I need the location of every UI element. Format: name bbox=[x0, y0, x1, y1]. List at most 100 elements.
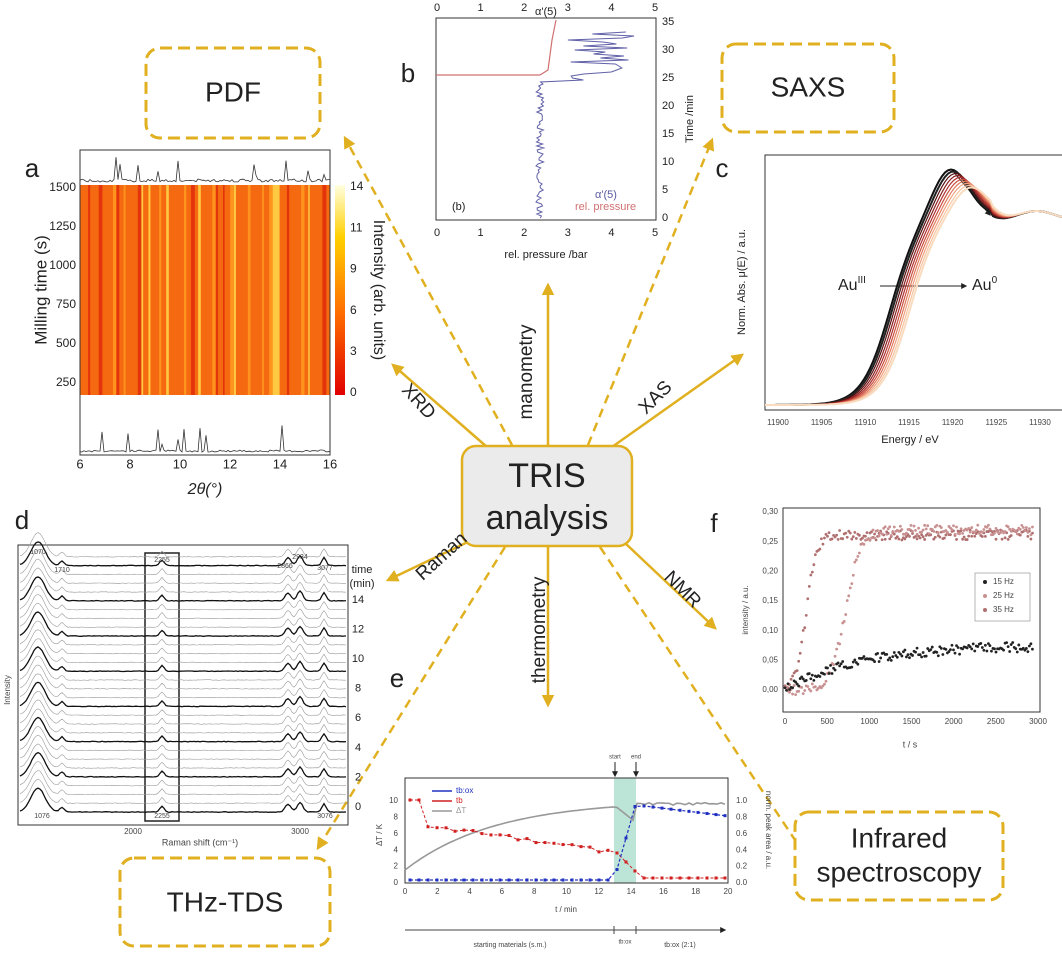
tick-label: 250 bbox=[56, 375, 76, 389]
heatmap-stripe bbox=[247, 185, 251, 395]
intensity-point bbox=[791, 674, 794, 678]
intensity-point bbox=[953, 532, 957, 536]
intensity-point bbox=[1009, 534, 1013, 537]
tick-label: 11 bbox=[350, 220, 363, 234]
dashed-arrow bbox=[343, 135, 514, 446]
intensity-point bbox=[1023, 529, 1027, 532]
intensity-point bbox=[854, 558, 858, 562]
raman-spectrum bbox=[19, 585, 347, 611]
intensity-point bbox=[921, 528, 925, 532]
intensity-point bbox=[892, 651, 896, 654]
axis-label: 2θ(°) bbox=[187, 481, 223, 498]
tbox-point bbox=[597, 878, 601, 882]
axis-label: Time /min bbox=[684, 95, 696, 143]
panel-letter: c bbox=[716, 153, 729, 183]
tick-label: 4 bbox=[608, 227, 614, 239]
tbox-point bbox=[408, 878, 412, 882]
intensity-point bbox=[914, 534, 917, 538]
intensity-point bbox=[801, 677, 805, 681]
intensity-point bbox=[1008, 650, 1012, 653]
intensity-point bbox=[853, 658, 857, 662]
intensity-point bbox=[900, 654, 904, 658]
intensity-point bbox=[958, 532, 961, 536]
tick-label: 3 bbox=[350, 344, 357, 358]
tbox-point bbox=[435, 878, 439, 882]
heatmap-stripe bbox=[269, 185, 273, 395]
intensity-point bbox=[947, 650, 951, 653]
raman-spectrum bbox=[19, 673, 347, 699]
intensity-point bbox=[824, 532, 828, 536]
intensity-point bbox=[1029, 642, 1033, 646]
frame bbox=[764, 154, 1062, 411]
intensity-point bbox=[868, 538, 872, 542]
tick-label: 0,20 bbox=[762, 566, 778, 575]
raman-spectrum bbox=[19, 629, 347, 655]
intensity-point bbox=[1026, 534, 1030, 538]
tick-label: 4 bbox=[394, 845, 399, 854]
tb-point bbox=[417, 798, 421, 802]
intensity-point bbox=[807, 672, 811, 675]
intensity-point bbox=[830, 537, 834, 541]
intensity-point bbox=[801, 692, 805, 696]
tb-point bbox=[489, 833, 493, 837]
tick-label: 0,10 bbox=[762, 626, 778, 635]
peak-label: 2934 bbox=[292, 554, 308, 561]
intensity-point bbox=[891, 655, 895, 659]
intensity-point bbox=[813, 553, 817, 557]
intensity-point bbox=[985, 649, 989, 653]
intensity-point bbox=[980, 646, 984, 649]
legend-swatch bbox=[983, 594, 987, 598]
intensity-point bbox=[961, 647, 965, 651]
intensity-point bbox=[988, 644, 992, 648]
tick-label: 10 bbox=[562, 887, 571, 896]
intensity-point bbox=[856, 662, 860, 666]
intensity-point bbox=[900, 528, 904, 531]
intensity-point bbox=[1002, 648, 1005, 652]
intensity-point bbox=[903, 648, 907, 652]
heatmap-stripe bbox=[262, 185, 264, 395]
intensity-point bbox=[1014, 529, 1018, 533]
intensity-point bbox=[973, 530, 977, 534]
intensity-point bbox=[838, 664, 842, 668]
tbox-point bbox=[669, 807, 673, 811]
heatmap-stripe bbox=[230, 185, 234, 395]
intensity-point bbox=[924, 527, 928, 531]
tick-label: 11925 bbox=[986, 418, 1008, 427]
intensity-point bbox=[845, 599, 849, 602]
tb-point bbox=[669, 876, 673, 880]
frame bbox=[17, 544, 349, 826]
intensity-point bbox=[1029, 533, 1033, 537]
tick-label: 8 bbox=[532, 887, 537, 896]
intensity-point bbox=[876, 651, 879, 655]
intensity-point bbox=[1003, 536, 1007, 540]
intensity-point bbox=[839, 632, 843, 636]
intensity-point bbox=[832, 663, 835, 666]
annotation: III bbox=[858, 275, 866, 286]
tbox-point bbox=[534, 878, 538, 882]
tick-label: 500 bbox=[820, 717, 834, 726]
tbox-point bbox=[624, 836, 628, 840]
tick-label: 5 bbox=[662, 184, 668, 196]
tbox-point bbox=[687, 809, 691, 813]
intensity-point bbox=[820, 686, 823, 690]
heatmap-stripe bbox=[223, 185, 225, 395]
intensity-point bbox=[994, 526, 998, 530]
tb-point bbox=[561, 843, 565, 847]
tick-label: 1000 bbox=[49, 258, 76, 272]
raman-spectrum bbox=[19, 716, 347, 743]
intensity-point bbox=[850, 582, 854, 586]
timeline-label: starting materials (s.m.) bbox=[473, 942, 546, 949]
intensity-point bbox=[873, 536, 876, 540]
center-title: TRIS bbox=[508, 457, 585, 495]
raman-spectrum bbox=[19, 576, 347, 602]
annotation: Au bbox=[838, 277, 858, 294]
intensity-point bbox=[783, 686, 787, 690]
tick-label: 16 bbox=[323, 456, 337, 471]
intensity-point bbox=[798, 651, 802, 655]
intensity-point bbox=[924, 654, 928, 658]
intensity-point bbox=[836, 661, 840, 665]
method-label: XAS bbox=[635, 377, 677, 419]
raman-spectrum bbox=[19, 725, 347, 752]
intensity-point bbox=[889, 658, 893, 662]
axis-label: t / s bbox=[903, 739, 918, 749]
